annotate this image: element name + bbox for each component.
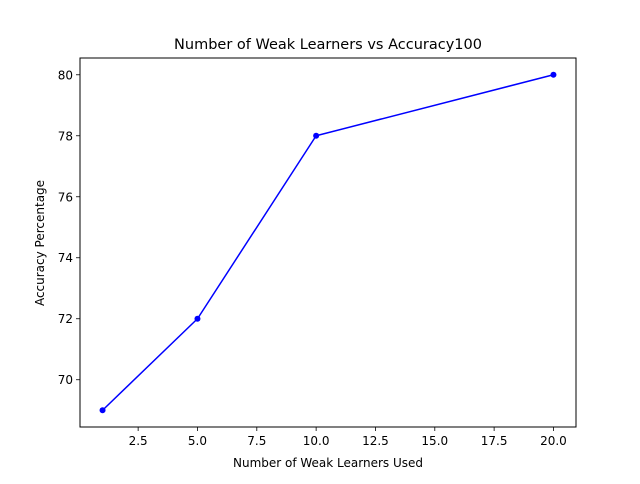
chart-title: Number of Weak Learners vs Accuracy100 [174,37,482,53]
series-line-0 [102,74,554,411]
x-tick-label: 10.0 [303,434,330,448]
data-point-0-3 [550,71,557,78]
x-tick-label: 17.5 [481,434,508,448]
x-tick-label: 2.5 [129,434,148,448]
y-tick-label: 78 [58,129,73,143]
y-axis-label: Accuracy Percentage [33,180,47,306]
x-tick-label: 5.0 [188,434,207,448]
data-point-0-1 [194,315,201,322]
y-tick-label: 74 [58,251,73,265]
x-tick-label: 15.0 [421,434,448,448]
y-tick-label: 70 [58,373,73,387]
data-point-0-2 [313,132,320,139]
plot-area: 2.5 5.0 7.5 10.0 12.5 15.0 17.5 20.0 70 72 74 76 78 8… [58,57,577,448]
y-tick-label: 80 [58,68,73,82]
y-tick-label: 72 [58,312,73,326]
x-tick-label: 7.5 [247,434,266,448]
axes-frame [79,57,577,428]
data-point-0-0 [99,407,106,414]
x-tick-label: 20.0 [540,434,567,448]
x-tick-label: 12.5 [362,434,389,448]
x-axis-label: Number of Weak Learners Used [233,456,423,470]
y-tick-label: 76 [58,190,73,204]
